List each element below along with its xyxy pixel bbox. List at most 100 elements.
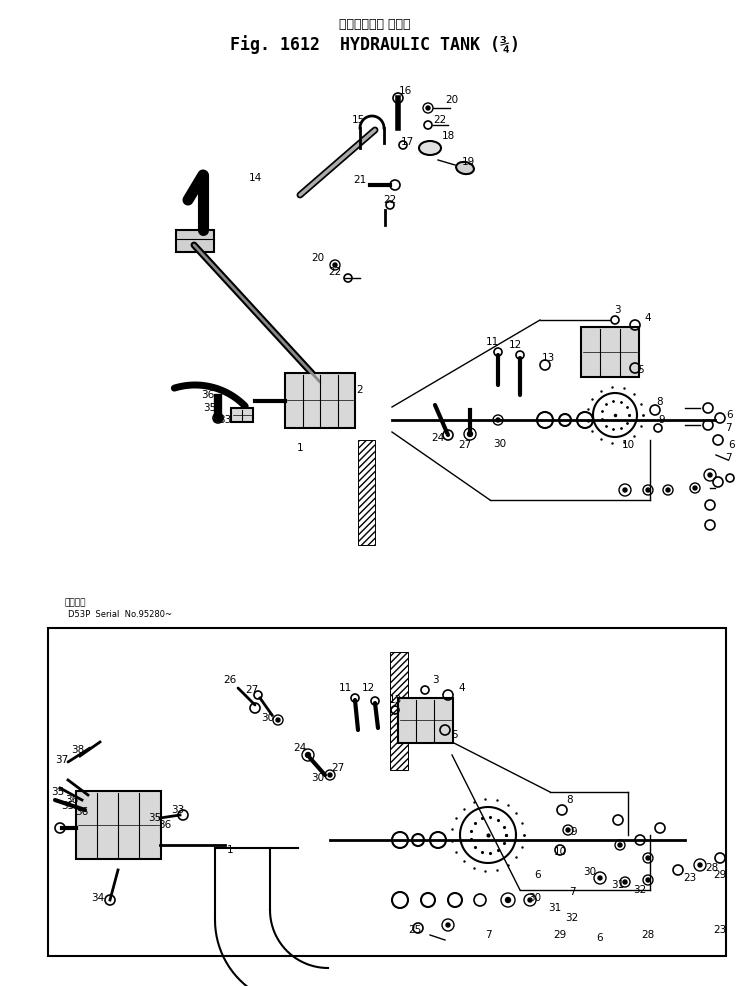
Text: 7: 7 <box>484 930 491 940</box>
Text: 10: 10 <box>622 440 634 450</box>
Text: 6: 6 <box>729 440 735 450</box>
Circle shape <box>528 898 532 902</box>
Text: 5: 5 <box>452 730 458 740</box>
Circle shape <box>623 488 627 492</box>
Ellipse shape <box>456 162 474 175</box>
Text: 3: 3 <box>614 305 620 315</box>
Text: 11: 11 <box>485 337 499 347</box>
Circle shape <box>618 843 622 847</box>
Text: 7: 7 <box>724 453 731 463</box>
Circle shape <box>666 488 670 492</box>
Text: 9: 9 <box>658 415 665 425</box>
Text: 35: 35 <box>51 787 64 797</box>
Circle shape <box>496 418 500 422</box>
Text: 31: 31 <box>611 880 625 890</box>
Text: 36: 36 <box>65 795 79 805</box>
Circle shape <box>333 263 337 267</box>
Text: 28: 28 <box>641 930 655 940</box>
Text: 11: 11 <box>338 683 352 693</box>
Bar <box>76 791 160 859</box>
Text: 29: 29 <box>554 930 567 940</box>
Text: 10: 10 <box>554 847 566 857</box>
Text: 適用号等: 適用号等 <box>64 598 86 607</box>
Circle shape <box>328 773 332 777</box>
Text: 5: 5 <box>637 365 644 375</box>
Text: 12: 12 <box>362 683 375 693</box>
Circle shape <box>276 718 280 722</box>
Text: 13: 13 <box>542 353 554 363</box>
Text: 4: 4 <box>459 683 465 693</box>
Text: 27: 27 <box>458 440 472 450</box>
Text: 16: 16 <box>398 86 412 96</box>
Circle shape <box>646 878 650 882</box>
Text: 23: 23 <box>713 925 727 935</box>
Text: 33: 33 <box>171 805 184 815</box>
Circle shape <box>566 828 570 832</box>
Circle shape <box>698 863 702 867</box>
Text: 29: 29 <box>713 870 727 880</box>
Text: 13: 13 <box>388 695 402 705</box>
Text: 36: 36 <box>201 390 214 400</box>
Bar <box>231 408 253 422</box>
Text: 24: 24 <box>431 433 445 443</box>
Text: 20: 20 <box>311 253 325 263</box>
Text: 1: 1 <box>226 845 233 855</box>
Circle shape <box>598 876 602 880</box>
Text: 14: 14 <box>248 173 262 183</box>
Text: 34: 34 <box>92 893 104 903</box>
Text: 20: 20 <box>446 95 458 105</box>
Text: 9: 9 <box>571 827 578 837</box>
Circle shape <box>623 880 627 884</box>
Circle shape <box>446 923 450 927</box>
Circle shape <box>305 752 310 757</box>
Text: 3: 3 <box>432 675 438 685</box>
Text: 32: 32 <box>633 885 646 895</box>
Text: 12: 12 <box>509 340 522 350</box>
Text: 36: 36 <box>158 820 172 830</box>
Bar <box>48 628 726 956</box>
Text: 22: 22 <box>383 195 397 205</box>
Text: 22: 22 <box>433 115 447 125</box>
Text: 31: 31 <box>548 903 562 913</box>
Text: 17: 17 <box>400 137 414 147</box>
Text: ハイドロック タンク: ハイドロック タンク <box>339 18 411 31</box>
Text: 35: 35 <box>148 813 162 823</box>
Ellipse shape <box>419 141 441 155</box>
Bar <box>581 327 639 377</box>
Text: 33: 33 <box>218 415 232 425</box>
Text: 24: 24 <box>293 743 307 753</box>
Text: 2: 2 <box>357 385 363 395</box>
Text: 8: 8 <box>567 795 573 805</box>
Text: 18: 18 <box>441 131 454 141</box>
Text: 22: 22 <box>328 267 341 277</box>
Text: 38: 38 <box>71 745 85 755</box>
Bar <box>285 373 355 428</box>
Text: 15: 15 <box>351 115 364 125</box>
Text: 6: 6 <box>727 410 734 420</box>
Text: 25: 25 <box>408 925 422 935</box>
Text: 4: 4 <box>645 313 651 323</box>
Text: 7: 7 <box>568 887 575 897</box>
Circle shape <box>467 432 472 437</box>
Text: 30: 30 <box>494 439 506 449</box>
Text: 28: 28 <box>705 863 718 873</box>
Bar <box>176 230 214 252</box>
Text: Fig. 1612  HYDRAULIC TANK (¾): Fig. 1612 HYDRAULIC TANK (¾) <box>230 35 520 54</box>
Text: 35: 35 <box>62 801 74 811</box>
Bar <box>398 697 452 742</box>
Text: D53P  Serial  No.95280~: D53P Serial No.95280~ <box>68 610 172 619</box>
Text: 26: 26 <box>224 675 237 685</box>
Text: 32: 32 <box>566 913 579 923</box>
Text: 6: 6 <box>597 933 603 943</box>
Text: 19: 19 <box>461 157 475 167</box>
Text: 1: 1 <box>297 443 303 453</box>
Text: 27: 27 <box>245 685 259 695</box>
Circle shape <box>426 106 430 110</box>
Text: 27: 27 <box>332 763 344 773</box>
Circle shape <box>506 897 511 902</box>
Text: 6: 6 <box>535 870 542 880</box>
Text: 30: 30 <box>311 773 325 783</box>
Circle shape <box>646 856 650 860</box>
Circle shape <box>708 473 712 477</box>
Text: 7: 7 <box>724 423 731 433</box>
